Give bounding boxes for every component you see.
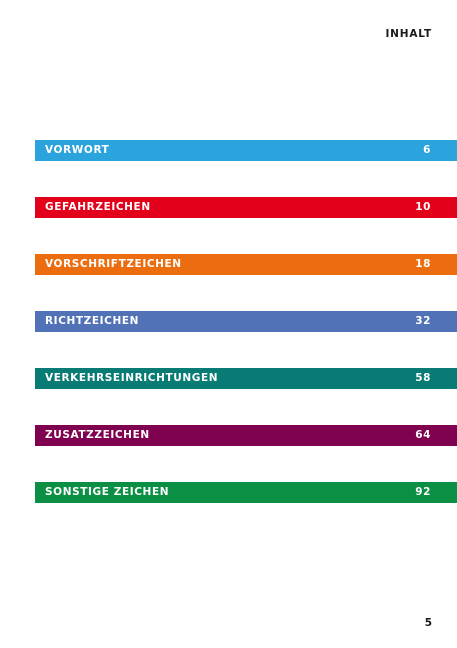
toc-item-label: VORSCHRIFTZEICHEN [45,258,182,270]
toc-item-page: 58 [415,372,431,384]
page-title: INHALT [385,28,432,40]
toc-item-label: VERKEHRSEINRICHTUNGEN [45,372,219,384]
toc-item-page: 6 [423,144,431,156]
table-of-contents: VORWORT 6 GEFAHRZEICHEN 10 VORSCHRIFTZEI… [35,140,457,539]
toc-item-page: 32 [415,315,431,327]
page-number: 5 [424,617,432,629]
toc-item-sonstige-zeichen[interactable]: SONSTIGE ZEICHEN 92 [35,482,457,503]
toc-item-page: 18 [415,258,431,270]
toc-item-label: SONSTIGE ZEICHEN [45,486,170,498]
toc-item-label: GEFAHRZEICHEN [45,201,151,213]
toc-item-richtzeichen[interactable]: RICHTZEICHEN 32 [35,311,457,332]
toc-item-label: RICHTZEICHEN [45,315,139,327]
toc-item-label: ZUSATZZEICHEN [45,429,150,441]
toc-item-verkehrseinrichtungen[interactable]: VERKEHRSEINRICHTUNGEN 58 [35,368,457,389]
toc-item-page: 92 [415,486,431,498]
toc-item-vorwort[interactable]: VORWORT 6 [35,140,457,161]
toc-item-zusatzzeichen[interactable]: ZUSATZZEICHEN 64 [35,425,457,446]
toc-item-label: VORWORT [45,144,110,156]
toc-item-gefahrzeichen[interactable]: GEFAHRZEICHEN 10 [35,197,457,218]
toc-item-vorschriftzeichen[interactable]: VORSCHRIFTZEICHEN 18 [35,254,457,275]
toc-item-page: 64 [415,429,431,441]
toc-item-page: 10 [415,201,431,213]
